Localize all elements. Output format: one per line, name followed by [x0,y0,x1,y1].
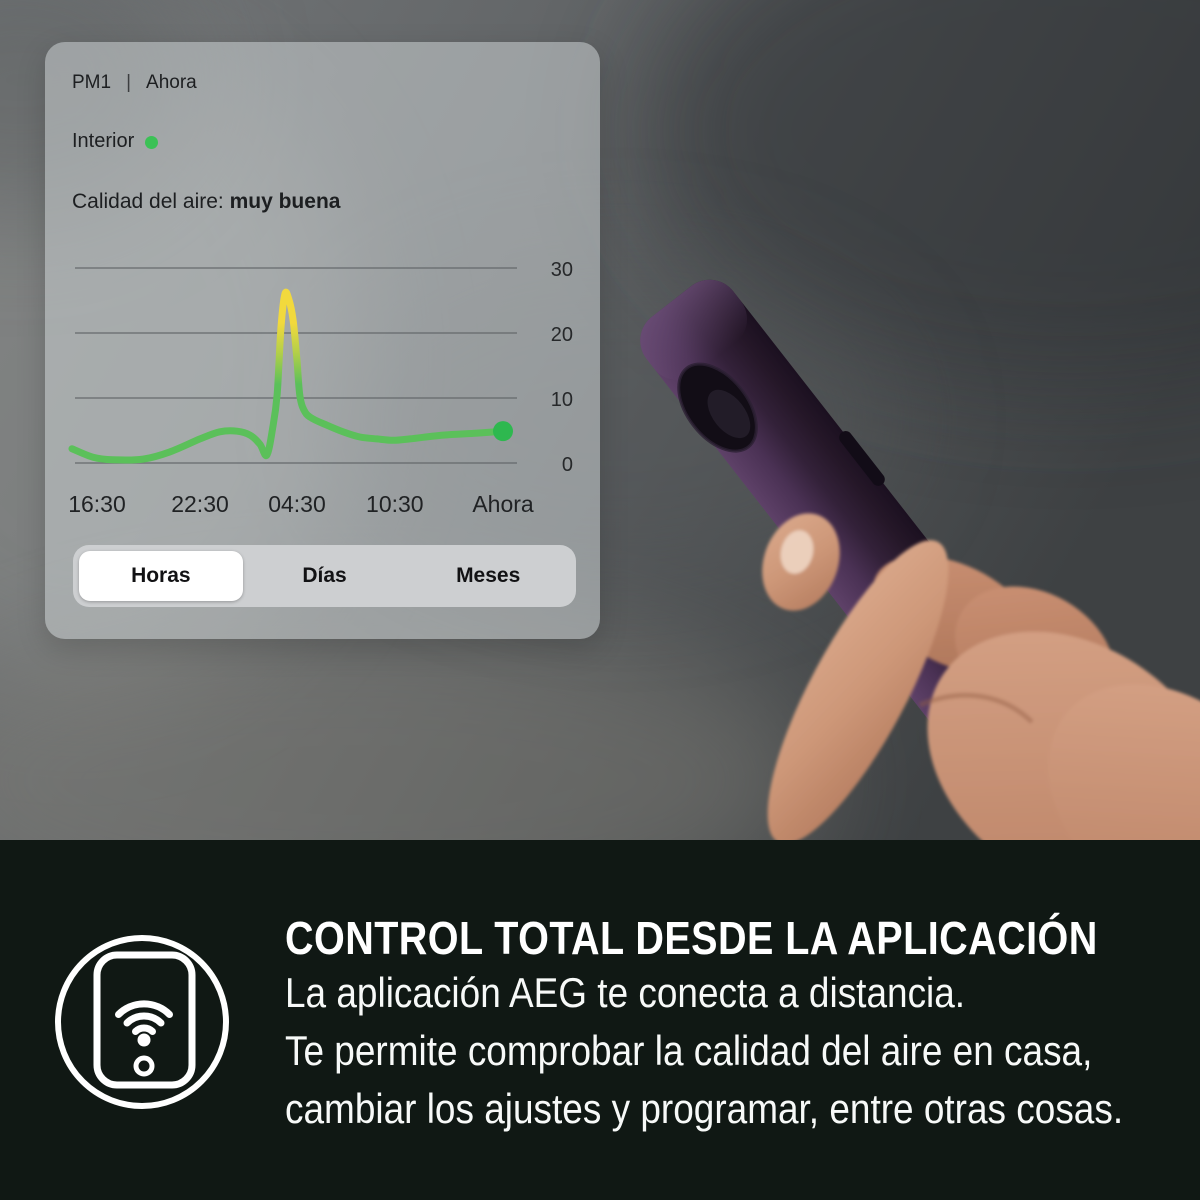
svg-text:Ahora: Ahora [472,491,534,517]
status-value: muy buena [229,190,341,213]
air-quality-status: Calidad del aire: muy buena [72,190,340,214]
phone-top-highlight [640,279,748,380]
tab-meses[interactable]: Meses [456,564,521,587]
thumb-crease [919,692,1034,724]
icon-home-button [133,1055,155,1077]
location-row: Interior [72,130,159,153]
icon-wifi-arcs [115,1000,173,1035]
air-quality-card: PM1 | Ahora Interior Calidad del aire: m… [45,42,600,639]
tab-horas[interactable]: Horas [79,551,243,601]
index-finger [767,540,949,844]
current-value-marker [493,421,513,442]
icon-wifi-dot [137,1033,151,1047]
pm1-series-line [68,288,507,464]
pm1-line-chart: 0 10 20 30 16:30 22:30 04:30 10:30 Ahora [68,259,573,517]
banner-line-2: Te permite comprobar la calidad del aire… [285,1027,1093,1074]
status-dot [145,136,159,149]
metric-label: PM1 [72,72,112,93]
svg-text:30: 30 [551,259,573,281]
svg-text:0: 0 [562,454,573,476]
phone-wifi-icon [55,935,229,1109]
timeframe-tabs: Horas Días Meses [73,545,576,607]
icon-phone-outline [93,951,196,1089]
icon-circle [55,935,229,1109]
timeframe-label: Ahora [146,72,197,93]
header-separator: | [126,72,132,93]
svg-text:10:30: 10:30 [366,491,424,517]
svg-text:16:30: 16:30 [68,491,126,517]
banner-line-3: cambiar los ajustes y programar, entre o… [285,1085,1124,1132]
svg-text:20: 20 [551,324,573,346]
card-header: PM1 | Ahora [72,72,197,94]
tab-dias[interactable]: Días [302,564,347,587]
chart-y-axis-labels: 0 10 20 30 [551,259,573,476]
banner-line-1: La aplicación AEG te conecta a distancia… [285,969,966,1016]
svg-text:22:30: 22:30 [171,491,229,517]
banner-heading: CONTROL TOTAL DESDE LA APLICACIÓN [285,912,1098,964]
info-banner: CONTROL TOTAL DESDE LA APLICACIÓN La apl… [0,840,1200,1200]
chart-x-axis-labels: 16:30 22:30 04:30 10:30 Ahora [68,491,534,517]
phone-side-button [839,431,885,486]
location-label: Interior [72,130,135,152]
svg-text:10: 10 [551,389,573,411]
fingernail [780,530,814,574]
status-prefix: Calidad del aire: [72,190,230,213]
svg-text:04:30: 04:30 [268,491,326,517]
banner-body: La aplicación AEG te conecta a distancia… [285,964,1200,1138]
